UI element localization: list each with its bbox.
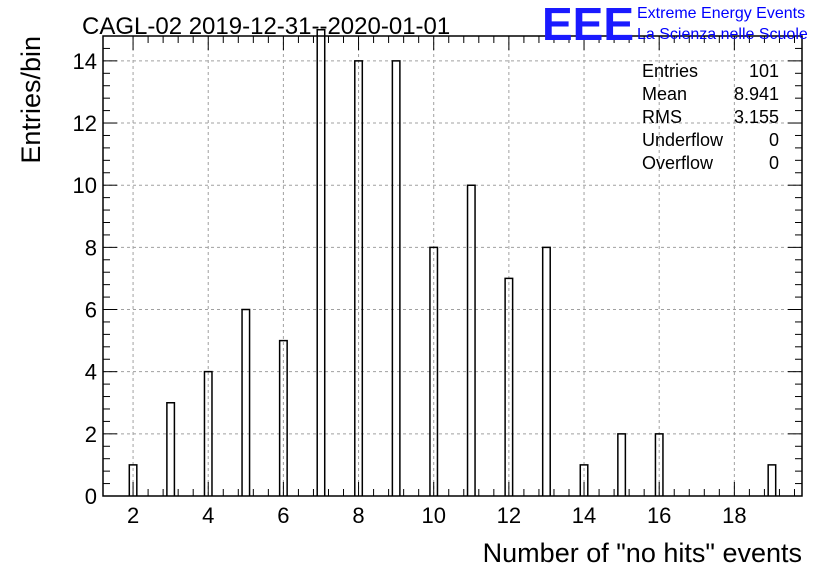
x-tick-label: 6 <box>277 503 289 528</box>
histogram-bar <box>391 60 401 496</box>
histogram-bar <box>128 464 138 496</box>
chart-title: CAGL-02 2019-12-31--2020-01-01 <box>82 13 450 40</box>
histogram-bar <box>466 184 476 496</box>
histogram-bar <box>203 370 213 496</box>
stats-overflow-label: Overflow <box>642 153 714 173</box>
histogram-bar <box>354 60 364 496</box>
y-tick-label: 10 <box>73 173 97 198</box>
logo-line-2: La Scienza nelle Scuole <box>637 26 808 43</box>
x-tick-label: 10 <box>421 503 445 528</box>
logo-line-1: Extreme Energy Events <box>637 5 805 22</box>
y-tick-label: 6 <box>85 298 97 323</box>
histogram-bar <box>504 277 514 496</box>
histogram-bar <box>316 29 326 496</box>
x-tick-label: 4 <box>202 503 214 528</box>
histogram-bar <box>166 402 176 496</box>
y-tick-label: 0 <box>85 484 97 509</box>
axis-ticks <box>103 36 802 497</box>
stats-mean-value: 8.941 <box>734 84 779 104</box>
x-tick-label: 2 <box>127 503 139 528</box>
histogram-bar <box>241 308 251 496</box>
histogram-bar <box>654 433 664 496</box>
y-tick-label: 8 <box>85 235 97 260</box>
histogram-bar <box>429 246 439 496</box>
histogram-bar <box>541 246 551 496</box>
y-tick-label: 14 <box>73 49 97 74</box>
histogram-bar <box>617 433 627 496</box>
x-tick-label: 18 <box>722 503 746 528</box>
stats-rms-label: RMS <box>642 107 682 127</box>
grid-lines <box>103 36 802 496</box>
y-tick-label: 12 <box>73 111 97 136</box>
x-axis-title: Number of "no hits" events <box>483 538 802 568</box>
histogram-bar <box>278 339 288 496</box>
x-tick-label: 14 <box>572 503 596 528</box>
stats-entries-label: Entries <box>642 61 698 81</box>
histogram-bar <box>767 464 777 496</box>
histogram-bar <box>579 464 589 496</box>
plot-frame <box>102 35 803 497</box>
eee-logo: EEE <box>542 0 634 50</box>
stats-mean-label: Mean <box>642 84 687 104</box>
y-tick-label: 2 <box>85 422 97 447</box>
stats-overflow-value: 0 <box>769 153 779 173</box>
bars <box>128 29 777 496</box>
y-tick-label: 4 <box>85 360 97 385</box>
x-tick-label: 12 <box>497 503 521 528</box>
stats-underflow-label: Underflow <box>642 130 724 150</box>
stats-underflow-value: 0 <box>769 130 779 150</box>
x-tick-label: 8 <box>352 503 364 528</box>
x-tick-label: 16 <box>647 503 671 528</box>
stats-entries-value: 101 <box>749 61 779 81</box>
stats-rms-value: 3.155 <box>734 107 779 127</box>
stats-box: Entries 101 Mean 8.941 RMS 3.155 Underfl… <box>642 61 779 173</box>
y-axis-title: Entries/bin <box>16 36 46 164</box>
